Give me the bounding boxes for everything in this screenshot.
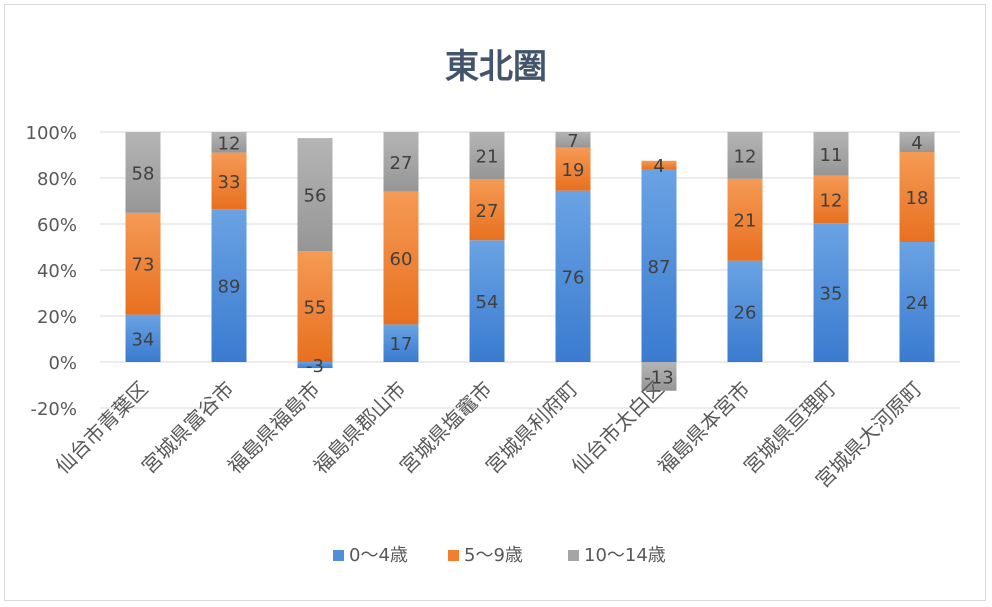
- bar-segment: [555, 190, 591, 362]
- bar-segment: [125, 212, 161, 315]
- data-label: 12: [820, 190, 843, 211]
- data-label: 54: [476, 292, 499, 313]
- data-label: 12: [734, 146, 757, 167]
- data-label: 76: [562, 267, 585, 288]
- data-label: 27: [476, 201, 499, 222]
- data-label: -3: [306, 356, 324, 377]
- bar-segment: [211, 209, 247, 362]
- bar-segment: [641, 169, 677, 362]
- data-label: 21: [476, 147, 499, 168]
- bar-segment: [813, 175, 849, 224]
- bar-segment: [125, 132, 161, 213]
- bar-segment: [211, 152, 247, 210]
- bar-segment: [469, 179, 505, 241]
- data-label: 24: [906, 293, 929, 314]
- bar-segment: [469, 240, 505, 362]
- y-tick-label: 60%: [37, 215, 77, 236]
- bar-segment: [383, 191, 419, 325]
- bar-segment: [297, 362, 333, 369]
- data-label: 33: [218, 172, 241, 193]
- chart-frame: 東北圏 34 73 58 89 33 12 -3 55 56 17 60 27 54 27 21 76 19 7 8…: [4, 4, 986, 601]
- data-label: 73: [132, 255, 155, 276]
- bar-segment: [641, 362, 677, 391]
- bar-segment: [641, 160, 677, 170]
- bar-segment: [727, 178, 763, 261]
- data-label: 18: [906, 188, 929, 209]
- bar-segment: [727, 132, 763, 179]
- y-tick-label: 0%: [48, 353, 77, 374]
- bar-segment: [813, 223, 849, 362]
- data-label: 4: [653, 156, 664, 177]
- bar-segment: [383, 324, 419, 362]
- data-label: 55: [304, 298, 327, 319]
- data-label: 21: [734, 211, 757, 232]
- data-label: 60: [390, 249, 413, 270]
- data-label: 56: [304, 186, 327, 207]
- bar-segment: [813, 132, 849, 176]
- legend-swatch: [333, 550, 344, 561]
- data-label: 34: [132, 329, 155, 350]
- chart-title: 東北圏: [445, 47, 547, 87]
- data-label: 7: [567, 131, 578, 152]
- bar-segment: [211, 132, 247, 153]
- bar-segment: [383, 132, 419, 192]
- bar-segment: [727, 260, 763, 362]
- bar-segment: [899, 132, 935, 152]
- bar-segment: [555, 147, 591, 191]
- legend-label: 5～9歳: [464, 545, 523, 566]
- y-tick-label: 100%: [26, 123, 77, 144]
- data-label: 17: [390, 334, 413, 355]
- bar-segment: [469, 132, 505, 180]
- legend-swatch: [448, 550, 459, 561]
- data-label: 12: [218, 133, 241, 154]
- y-tick-label: 20%: [37, 307, 77, 328]
- bar-segment: [899, 152, 935, 242]
- data-label: 58: [132, 163, 155, 184]
- data-label: 19: [562, 160, 585, 181]
- legend-label: 10～14歳: [584, 545, 666, 566]
- bar-segment: [297, 251, 333, 362]
- data-label: 35: [820, 284, 843, 305]
- data-label: 27: [390, 153, 413, 174]
- legend-swatch: [568, 550, 579, 561]
- bar-segment: [125, 314, 161, 362]
- data-label: 89: [218, 277, 241, 298]
- data-label: 87: [648, 257, 671, 278]
- data-label: -13: [644, 367, 673, 388]
- chart: 東北圏 34 73 58 89 33 12 -3 55 56 17 60 27 54 27 21 76 19 7 8…: [26, 47, 960, 566]
- y-tick-label: 40%: [37, 261, 77, 282]
- y-tick-label: -20%: [30, 399, 77, 420]
- bar-segment: [555, 132, 591, 148]
- data-label: 4: [911, 133, 922, 154]
- data-label: 26: [734, 302, 757, 323]
- y-tick-label: 80%: [37, 169, 77, 190]
- data-label: 11: [820, 145, 843, 166]
- bar-segment: [899, 242, 935, 362]
- bar-segment: [297, 138, 333, 252]
- legend-label: 0～4歳: [349, 545, 408, 566]
